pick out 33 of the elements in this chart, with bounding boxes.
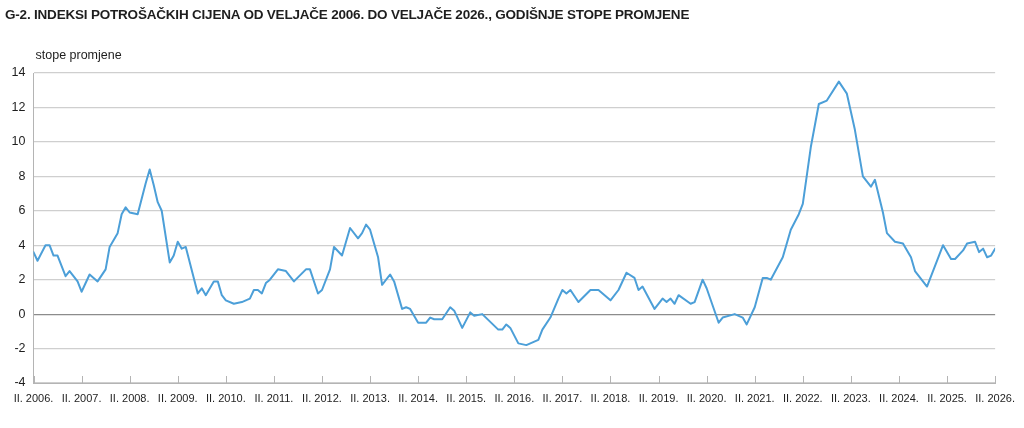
- x-tick-label: II. 2023.: [831, 391, 871, 404]
- x-tick-label: II. 2021.: [734, 391, 775, 404]
- y-tick-label: 0: [18, 306, 26, 321]
- x-tick-label: II. 2015.: [446, 391, 487, 404]
- x-tick-label: II. 2022.: [782, 391, 823, 404]
- x-tick-label: II. 2013.: [350, 391, 390, 404]
- chart-title: G-2. INDEKSI POTROŠAČKIH CIJENA OD VELJAČE 2006. DO VELJAČE 2026., GODIŠNJE STOPE PROMJENE: [5, 7, 690, 22]
- x-tick-label: II. 2024.: [879, 391, 919, 404]
- y-tick-label: -4: [14, 375, 26, 390]
- y-tick-label: -2: [14, 341, 26, 356]
- x-tick-label: II. 2011.: [254, 391, 294, 404]
- x-tick-label: II. 2025.: [927, 391, 967, 404]
- y-tick-label: 6: [18, 203, 26, 218]
- x-tick-label: II. 2016.: [494, 391, 535, 404]
- y-tick-label: 12: [11, 99, 26, 114]
- y-tick-label: 2: [18, 272, 26, 287]
- x-tick-label: II. 2020.: [686, 391, 727, 404]
- x-tick-label: II. 2014.: [398, 391, 439, 404]
- x-tick-label: II. 2019.: [638, 391, 679, 404]
- y-axis-title: stope promjene: [35, 48, 122, 63]
- x-tick-label: II. 2008.: [109, 391, 150, 404]
- x-tick-label: II. 2010.: [205, 391, 246, 404]
- x-tick-label: II. 2026.: [975, 391, 1016, 404]
- x-tick-label: II. 2018.: [590, 391, 631, 404]
- y-tick-label: 10: [11, 134, 26, 149]
- x-tick-label: II. 2009.: [157, 391, 198, 404]
- x-tick-label: II. 2007.: [61, 391, 102, 404]
- y-tick-label: 8: [18, 168, 26, 183]
- y-tick-label: 4: [18, 237, 26, 252]
- x-tick-label: II. 2017.: [542, 391, 583, 404]
- x-tick-label: II. 2012.: [302, 391, 342, 404]
- y-tick-label: 14: [11, 65, 26, 80]
- x-tick-label: II. 2006.: [13, 391, 54, 404]
